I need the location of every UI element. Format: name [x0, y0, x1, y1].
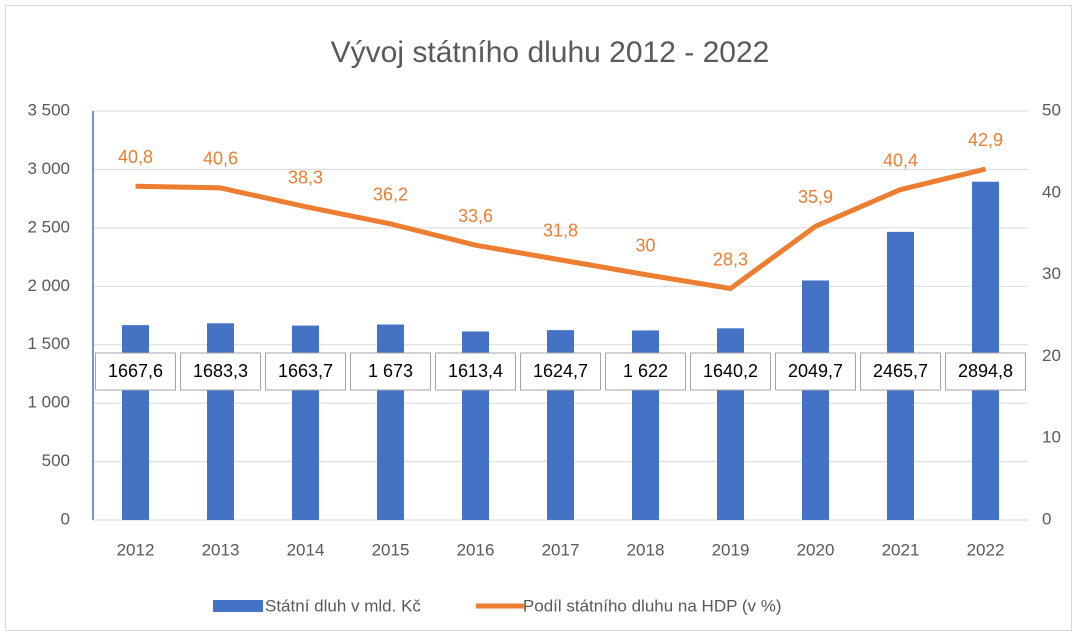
data-label-box: [350, 352, 431, 391]
x-tick-label: 2013: [202, 540, 240, 559]
data-label: 40,8: [118, 147, 153, 167]
data-label: 38,3: [288, 167, 323, 187]
y-tick-label: 3 000: [27, 159, 70, 178]
data-label: 40,4: [883, 150, 918, 170]
y2-tick-label: 10: [1042, 428, 1061, 447]
y-tick-label: 1 000: [27, 393, 70, 412]
data-label-box: [180, 352, 261, 391]
data-label: 1 622: [623, 361, 668, 381]
bar: [802, 280, 829, 520]
data-label-box: [520, 352, 601, 391]
x-tick-label: 2021: [882, 540, 920, 559]
y-tick-label: 1 500: [27, 334, 70, 353]
data-label: 35,9: [798, 187, 833, 207]
data-label: 30: [635, 235, 655, 255]
data-label: 1663,7: [278, 361, 333, 381]
data-label: 2049,7: [788, 361, 843, 381]
data-label: 33,6: [458, 206, 493, 226]
data-label-box: [435, 352, 516, 391]
data-label-box: [690, 352, 771, 391]
data-label: 1624,7: [533, 361, 588, 381]
data-label: 1613,4: [448, 361, 503, 381]
line: [135, 166, 987, 292]
y-tick-label: 2 500: [27, 217, 70, 236]
data-label-box: [265, 352, 346, 391]
y-tick-label: 3 500: [27, 100, 70, 119]
data-label: 1667,6: [108, 361, 163, 381]
data-label-box: [860, 352, 941, 391]
x-tick-label: 2017: [542, 540, 580, 559]
data-label: 28,3: [713, 249, 748, 269]
y2-tick-label: 0: [1042, 509, 1051, 528]
x-tick-label: 2014: [287, 540, 325, 559]
legend-label: Státní dluh v mld. Kč: [265, 596, 421, 615]
y-tick-label: 2 000: [27, 276, 70, 295]
data-label: 40,6: [203, 149, 238, 169]
x-tick-label: 2012: [117, 540, 155, 559]
x-tick-label: 2022: [967, 540, 1005, 559]
y2-tick-label: 50: [1042, 100, 1061, 119]
chart-title: Vývoj státního dluhu 2012 - 2022: [331, 36, 770, 69]
y-tick-label: 500: [42, 451, 70, 470]
data-label-box: [605, 352, 686, 391]
x-tick-label: 2019: [712, 540, 750, 559]
data-label: 1683,3: [193, 361, 248, 381]
data-label: 2894,8: [958, 361, 1013, 381]
data-label-box: [775, 352, 856, 391]
x-tick-label: 2020: [797, 540, 835, 559]
y2-tick-label: 30: [1042, 264, 1061, 283]
data-label: 36,2: [373, 185, 408, 205]
x-tick-label: 2018: [627, 540, 665, 559]
data-label: 42,9: [968, 130, 1003, 150]
legend-label: Podíl státního dluhu na HDP (v %): [523, 596, 782, 615]
legend-swatch: [213, 600, 263, 612]
bar: [972, 181, 999, 521]
data-label: 31,8: [543, 221, 578, 241]
y2-tick-label: 40: [1042, 182, 1061, 201]
data-label: 1 673: [368, 361, 413, 381]
y-tick-label: 0: [61, 509, 70, 528]
y2-tick-label: 20: [1042, 346, 1061, 365]
data-label: 1640,2: [703, 361, 758, 381]
data-label: 2465,7: [873, 361, 928, 381]
data-label-box: [95, 352, 176, 391]
data-label-box: [945, 352, 1026, 391]
x-tick-label: 2015: [372, 540, 410, 559]
x-tick-label: 2016: [457, 540, 495, 559]
